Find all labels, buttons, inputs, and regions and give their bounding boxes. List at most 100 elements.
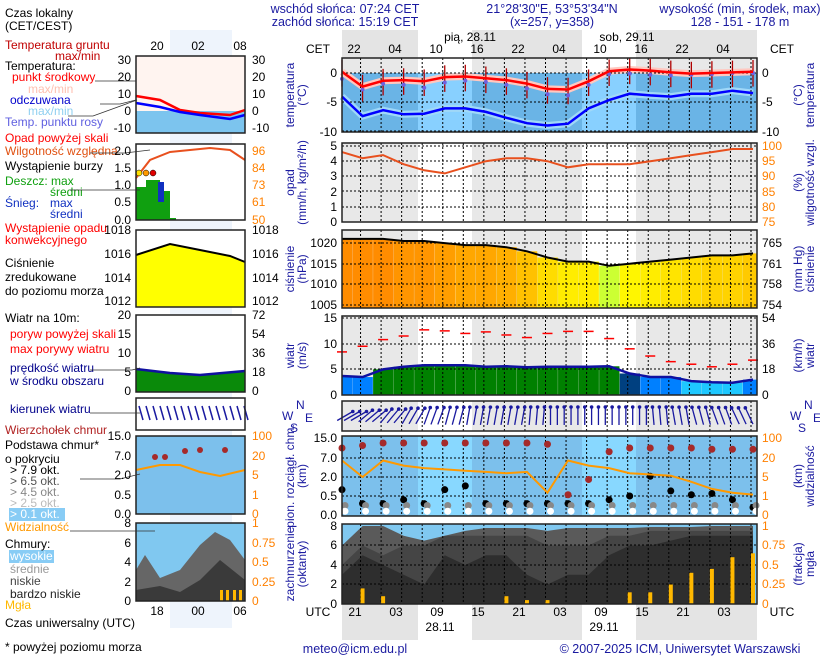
wind-panel-frame: [341, 315, 758, 396]
legend-wind-arrow: [222, 405, 228, 421]
pressure-right-tick: 754: [762, 298, 782, 312]
wind-arrow-head: [736, 406, 741, 410]
wind-arrow-head: [442, 405, 446, 410]
cloud_base-right-axis-unit: (km): [791, 464, 805, 488]
pressure-fill-segment: [414, 240, 435, 308]
cloud-top-dot: [585, 476, 593, 484]
legend-label: max: [50, 196, 73, 210]
legend-label-highlight: [9, 550, 54, 563]
precipitation-panel-frame: [341, 142, 758, 223]
wind-arrow-head: [677, 405, 681, 409]
dew-point-dot: [627, 71, 632, 76]
day-band: [418, 143, 472, 222]
wind-arrow-head: [630, 405, 635, 409]
cloud-base-dot-partial: [567, 502, 575, 509]
wind-direction-arrow: [358, 409, 373, 423]
wind-arrow-head: [617, 405, 621, 409]
wind-arrow-head: [624, 405, 628, 409]
legend-label: Podstawa chmur*: [5, 438, 99, 452]
temperature-left-tick: 0: [330, 66, 337, 80]
legend-pressure-fill: [136, 244, 245, 307]
legend-panel-frame: [135, 55, 246, 134]
wind-speed-fill-segment: [619, 373, 640, 395]
legend-wind-arrow: [208, 405, 214, 421]
legend-wind-arrow: [187, 405, 193, 421]
wind-arrow-head: [684, 405, 688, 409]
cet-tick-label: 16: [470, 42, 484, 56]
compass-right-e: E: [813, 411, 820, 425]
legend-pressure-left-tick: 1014: [104, 271, 131, 285]
fog-bar: [689, 572, 694, 604]
pressure-fill-segment: [352, 238, 373, 308]
utc-time-label: Czas uniwersalny (UTC): [5, 616, 135, 630]
clouds-left-tick: 4: [330, 558, 337, 572]
wind-arrow-head: [596, 405, 601, 409]
cloud-base-dot-partial: [670, 502, 678, 509]
utc-date-2: 29.11: [589, 620, 618, 634]
wind-left-tick: 0: [330, 388, 337, 402]
grid-point-text: (x=257, y=358): [510, 15, 594, 29]
cloud-base-dot-partial: [362, 502, 370, 509]
wind-speed-fill-segment: [455, 365, 476, 395]
legend-clouds-right-tick: 0.75: [252, 536, 276, 550]
cloud-base-dot-sparse: [485, 507, 493, 515]
wind-arrow-head: [350, 409, 355, 414]
legend-rain-bars: [136, 180, 176, 220]
legend-clouds-right-tick: 0.25: [252, 575, 276, 589]
wind-arrow-head: [377, 408, 382, 413]
wind-arrow-head: [576, 405, 580, 409]
utc-label-left: UTC: [306, 605, 331, 619]
cet-tick-label: 10: [429, 42, 443, 56]
legend-temperature-left-tick: -10: [114, 121, 132, 135]
legend-cloud_base-right-tick: 20: [252, 449, 266, 463]
wind-direction-arrow: [691, 407, 698, 425]
legend-wind-right-tick: 0: [252, 384, 259, 398]
fog-bar: [360, 588, 365, 604]
cloud-base-dot-partial: [485, 502, 493, 509]
wind-speed-fill-segment: [701, 382, 723, 395]
wind-direction-arrow: [423, 407, 431, 425]
sunrise-text: wschód słońca: 07:24 CET: [270, 2, 420, 16]
dew-point-dot: [504, 82, 509, 87]
cloud-top-dot: [687, 444, 695, 452]
dew-point-dot: [360, 87, 365, 92]
wind-arrow-head: [723, 405, 728, 410]
cloud_base-right-tick: 20: [762, 451, 776, 465]
date-label-day1: pią, 28.11: [444, 30, 496, 44]
cloud-base-dot-sparse: [505, 507, 513, 515]
legend-pressure-left-tick: 1012: [104, 294, 131, 308]
utc-tick-label: 09: [430, 605, 444, 619]
legend-wind-left-tick: 5: [124, 365, 131, 379]
cloud-top-dot: [667, 444, 675, 452]
clouds-left-axis-unit: (oktanty): [295, 541, 309, 588]
precipitation-right-tick: 75: [762, 215, 776, 229]
wind-arrow-head: [637, 405, 642, 409]
local-time-sublabel: (CET/CEST): [5, 19, 72, 33]
utc-tick-label: 21: [348, 605, 362, 619]
night-band-header: [342, 30, 418, 58]
wind-arrow-head: [697, 405, 701, 410]
legend-panel: Temperatura gruntumax/minTemperatura:pun…: [5, 6, 279, 654]
wind-speed-fill-segment: [681, 381, 702, 395]
wind-direction-arrow: [698, 407, 705, 425]
compass-left-w: W: [282, 409, 294, 423]
legend-wind-left-tick: 0: [124, 384, 131, 398]
wind-direction-arrow: [651, 406, 655, 426]
cloud-base-dot-sparse: [649, 507, 657, 515]
wind-direction-arrow: [671, 407, 677, 425]
wind-direction-arrow: [665, 406, 669, 426]
cet-label-right: CET: [770, 42, 795, 56]
pressure-fill-segment: [342, 238, 353, 308]
legend-precipitation-left-tick: 1.5: [114, 161, 131, 175]
legend-label: do poziomu morza: [5, 284, 104, 298]
legend-visibility-line: [135, 464, 246, 478]
wind-arrow-head: [481, 405, 486, 409]
legend-label: Temperatura:: [5, 59, 76, 73]
wind-direction-arrow: [371, 409, 387, 423]
wind-direction-arrow: [415, 407, 426, 425]
legend-label: konwekcyjnego: [5, 233, 87, 247]
legend-wind-arrow: [180, 405, 186, 421]
legend-label: Widzialność: [5, 520, 69, 534]
cloud-base-dot-partial: [403, 502, 411, 509]
contact-email-link[interactable]: meteo@icm.edu.pl: [303, 642, 407, 656]
